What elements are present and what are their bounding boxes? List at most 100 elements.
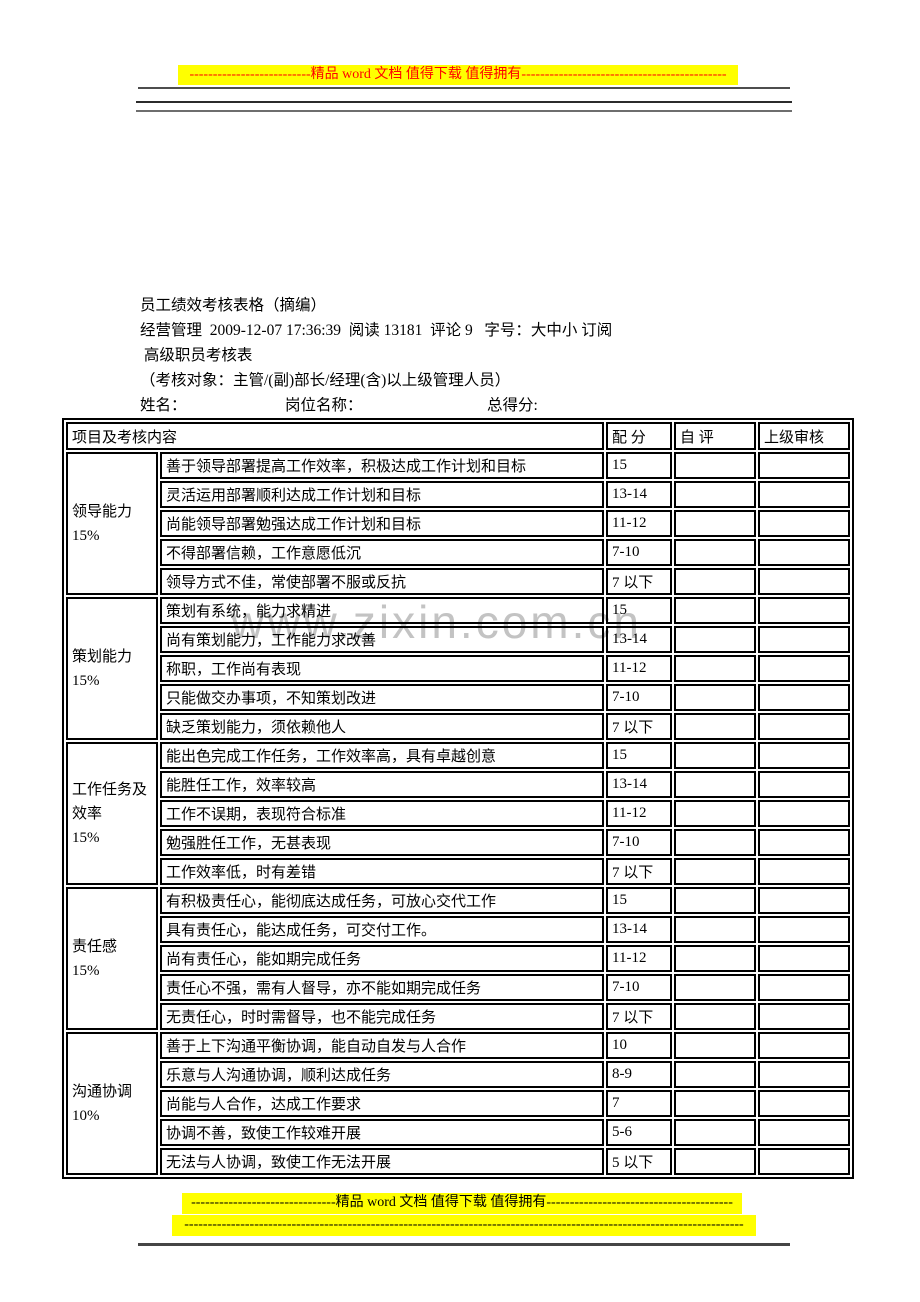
self-eval-cell[interactable]	[674, 800, 757, 827]
supervisor-review-cell[interactable]	[758, 1119, 851, 1146]
criterion-description: 领导方式不佳，常使部署不服或反抗	[160, 568, 605, 595]
supervisor-review-cell[interactable]	[758, 510, 851, 537]
fields-line: 姓名： 岗位名称： 总得分:	[140, 393, 780, 418]
supervisor-review-cell[interactable]	[758, 916, 851, 943]
supervisor-review-cell[interactable]	[758, 1003, 851, 1030]
supervisor-review-cell[interactable]	[758, 655, 851, 682]
criterion-description: 无法与人协调，致使工作无法开展	[160, 1148, 605, 1175]
supervisor-review-cell[interactable]	[758, 713, 851, 740]
criterion-description: 灵活运用部署顺利达成工作计划和目标	[160, 481, 605, 508]
score-range: 7 以下	[606, 858, 673, 885]
table-row: 称职，工作尚有表现 11-12	[66, 655, 851, 682]
self-eval-cell[interactable]	[674, 568, 757, 595]
column-header-supervisor-review: 上级审核	[758, 422, 851, 450]
score-range: 7	[606, 1090, 673, 1117]
column-header-score: 配 分	[606, 422, 673, 450]
self-eval-cell[interactable]	[674, 771, 757, 798]
score-range: 13-14	[606, 481, 673, 508]
supervisor-review-cell[interactable]	[758, 800, 851, 827]
category-label: 策划能力	[72, 648, 133, 665]
self-eval-cell[interactable]	[674, 858, 757, 885]
table-row: 缺乏策划能力，须依赖他人 7 以下	[66, 713, 851, 740]
supervisor-review-cell[interactable]	[758, 858, 851, 885]
criterion-description: 有积极责任心，能彻底达成任务，可放心交代工作	[160, 887, 605, 914]
self-eval-cell[interactable]	[674, 684, 757, 711]
self-eval-cell[interactable]	[674, 1148, 757, 1175]
category-weight: 15%	[72, 962, 100, 979]
supervisor-review-cell[interactable]	[758, 887, 851, 914]
self-eval-cell[interactable]	[674, 452, 757, 479]
supervisor-review-cell[interactable]	[758, 945, 851, 972]
table-row: 乐意与人沟通协调，顺利达成任务 8-9	[66, 1061, 851, 1088]
criterion-description: 能胜任工作，效率较高	[160, 771, 605, 798]
self-eval-cell[interactable]	[674, 829, 757, 856]
table-row: 沟通协调 10% 善于上下沟通平衡协调，能自动自发与人合作 10	[66, 1032, 851, 1175]
self-eval-cell[interactable]	[674, 887, 757, 914]
score-range: 15	[606, 887, 673, 914]
score-range: 7-10	[606, 974, 673, 1001]
table-row: 领导方式不佳，常使部署不服或反抗 7 以下	[66, 568, 851, 595]
criterion-description: 能出色完成工作任务，工作效率高，具有卓越创意	[160, 742, 605, 769]
self-eval-cell[interactable]	[674, 539, 757, 566]
criterion-description: 尚能与人合作，达成工作要求	[160, 1090, 605, 1117]
score-range: 13-14	[606, 916, 673, 943]
supervisor-review-cell[interactable]	[758, 1032, 851, 1059]
criterion-description: 工作不误期，表现符合标准	[160, 800, 605, 827]
supervisor-review-cell[interactable]	[758, 1148, 851, 1175]
supervisor-review-cell[interactable]	[758, 829, 851, 856]
self-eval-cell[interactable]	[674, 945, 757, 972]
score-range: 5-6	[606, 1119, 673, 1146]
supervisor-review-cell[interactable]	[758, 452, 851, 479]
self-eval-cell[interactable]	[674, 481, 757, 508]
score-range: 7-10	[606, 684, 673, 711]
self-eval-cell[interactable]	[674, 1119, 757, 1146]
self-eval-cell[interactable]	[674, 974, 757, 1001]
self-eval-cell[interactable]	[674, 1061, 757, 1088]
table-row: 只能做交办事项，不知策划改进 7-10	[66, 684, 851, 711]
table-row: 尚有策划能力，工作能力求改善 13-14	[66, 626, 851, 653]
self-eval-cell[interactable]	[674, 916, 757, 943]
self-eval-cell[interactable]	[674, 1032, 757, 1059]
self-eval-cell[interactable]	[674, 510, 757, 537]
horizontal-double-rule	[136, 101, 792, 112]
supervisor-review-cell[interactable]	[758, 771, 851, 798]
subtitle: 高级职员考核表	[140, 347, 253, 364]
score-range: 15	[606, 742, 673, 769]
criterion-description: 勉强胜任工作，无甚表现	[160, 829, 605, 856]
supervisor-review-cell[interactable]	[758, 974, 851, 1001]
promo-banner-top: --------------------------精品 word 文档 值得下…	[178, 65, 738, 85]
criterion-description: 工作效率低，时有差错	[160, 858, 605, 885]
supervisor-review-cell[interactable]	[758, 742, 851, 769]
score-range: 7-10	[606, 829, 673, 856]
score-range: 7-10	[606, 539, 673, 566]
column-header-item: 项目及考核内容	[66, 422, 605, 450]
self-eval-cell[interactable]	[674, 742, 757, 769]
supervisor-review-cell[interactable]	[758, 539, 851, 566]
supervisor-review-cell[interactable]	[758, 1061, 851, 1088]
supervisor-review-cell[interactable]	[758, 1090, 851, 1117]
table-row: 能胜任工作，效率较高 13-14	[66, 771, 851, 798]
category-cell: 策划能力 15%	[66, 597, 158, 740]
table-body: 领导能力 15% 善于领导部署提高工作效率，积极达成工作计划和目标 15 灵活运用部署顺…	[66, 452, 851, 1175]
supervisor-review-cell[interactable]	[758, 568, 851, 595]
supervisor-review-cell[interactable]	[758, 684, 851, 711]
page-title: 员工绩效考核表格（摘编）	[140, 297, 327, 314]
self-eval-cell[interactable]	[674, 1003, 757, 1030]
category-label: 领导能力	[72, 503, 133, 520]
score-range: 11-12	[606, 945, 673, 972]
supervisor-review-cell[interactable]	[758, 481, 851, 508]
self-eval-cell[interactable]	[674, 655, 757, 682]
supervisor-review-cell[interactable]	[758, 626, 851, 653]
criterion-description: 策划有系统，能力求精进	[160, 597, 605, 624]
table-row: 协调不善，致使工作较难开展 5-6	[66, 1119, 851, 1146]
self-eval-cell[interactable]	[674, 597, 757, 624]
document-header: 员工绩效考核表格（摘编） 经营管理 2009-12-07 17:36:39 阅读…	[140, 293, 780, 418]
scope-line: （考核对象：主管/(副)部长/经理(含)以上级管理人员）	[140, 372, 511, 389]
score-range: 11-12	[606, 800, 673, 827]
supervisor-review-cell[interactable]	[758, 597, 851, 624]
table-row: 无法与人协调，致使工作无法开展 5 以下	[66, 1148, 851, 1175]
self-eval-cell[interactable]	[674, 626, 757, 653]
self-eval-cell[interactable]	[674, 713, 757, 740]
table-row: 尚能领导部署勉强达成工作计划和目标 11-12	[66, 510, 851, 537]
self-eval-cell[interactable]	[674, 1090, 757, 1117]
